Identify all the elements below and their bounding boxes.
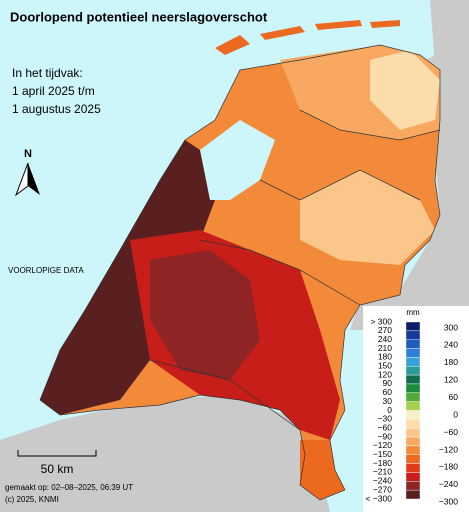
credit: (c) 2025, KNMI [5,495,59,504]
legend-swatch [405,454,421,464]
legend-label: 270 [378,325,392,335]
legend-swatch [405,330,421,340]
legend-label: 180 [378,352,392,362]
legend-label: 300 [444,322,458,332]
title: Doorlopend potentieel neerslagoverschot [10,9,268,24]
legend-label: −240 [439,479,458,489]
legend: > 3002702402101801501209060300−30−60−90−… [366,316,459,506]
legend-swatch [405,383,421,394]
legend-label: 30 [383,396,393,406]
legend-label: > 300 [370,316,392,326]
legend-label: −180 [439,462,458,472]
legend-swatch [405,436,421,447]
legend-label: 60 [383,387,393,397]
legend-label: −60 [378,422,393,432]
legend-label: −180 [373,458,392,468]
legend-label: −30 [378,414,393,424]
period-line: 1 april 2025 t/m [12,84,95,98]
legend-label: 150 [378,361,392,371]
legend-label: 120 [378,369,392,379]
legend-swatch [405,472,421,482]
legend-label: 60 [449,392,459,402]
legend-label: −210 [373,467,392,477]
legend-swatch [405,419,421,429]
legend-swatch [405,445,421,455]
legend-label: < −300 [366,493,393,503]
legend-label: −120 [439,444,458,454]
legend-swatch [405,348,421,358]
north-label: N [24,148,32,160]
legend-label: 120 [444,375,458,385]
legend-label: −120 [373,440,392,450]
legend-swatch [405,410,421,420]
province-borders [149,109,441,431]
north-arrow [14,162,29,197]
ijsselmeer [200,120,275,200]
legend-swatch [405,428,421,438]
legend-label: 0 [453,409,458,419]
north-arrow [28,163,40,195]
legend-unit: mm [406,308,420,317]
legend-label: −240 [373,476,392,486]
scale-bar [17,450,97,457]
legend-label: 180 [444,357,458,367]
period-line: 1 augustus 2025 [12,102,101,116]
legend-swatch [405,401,421,411]
legend-label: −60 [444,427,459,437]
legend-label: 210 [378,343,392,353]
legend-swatch [405,366,421,376]
credit: gemaakt op: 02–08–2025, 06:39 UT [5,483,133,492]
region-centre [150,250,260,380]
wadden-islands [215,20,400,55]
legend-swatch [405,392,421,402]
legend-label: 90 [383,378,393,388]
legend-swatch [405,357,421,367]
legend-label: −90 [378,431,393,441]
legend-label: −270 [373,484,392,494]
region-groningen [370,50,440,130]
legend-label: 0 [387,405,392,415]
region-west [40,140,215,415]
legend-swatch [405,339,421,349]
legend-swatch [405,489,421,500]
region-limburg [300,440,345,500]
scale-label: 50 km [41,462,74,476]
legend-swatch [405,481,421,491]
watermark: VOORLOPIGE DATA [8,266,84,275]
legend-label: 240 [444,340,458,350]
region-east [300,170,435,265]
legend-label: 240 [378,334,392,344]
legend-label: −300 [439,497,458,507]
legend-swatch [405,374,421,385]
legend-label: −150 [373,449,392,459]
period-line: In het tijdvak: [12,66,83,80]
legend-swatch [405,463,421,473]
legend-swatch [405,321,421,332]
country-border [39,44,441,501]
